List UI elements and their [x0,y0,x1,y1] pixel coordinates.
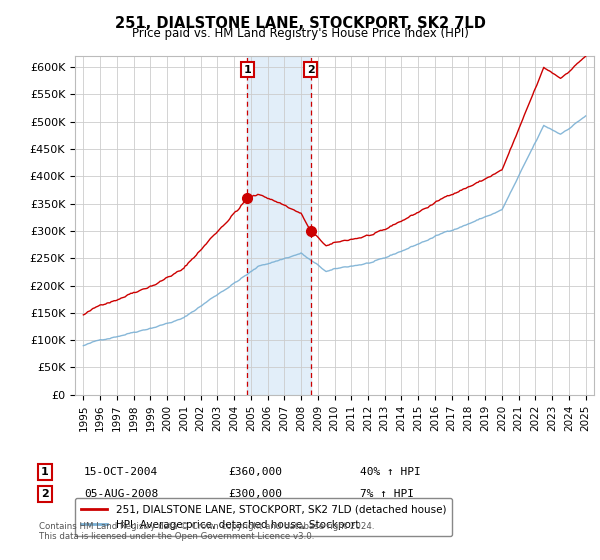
Bar [247,56,311,395]
Text: Price paid vs. HM Land Registry's House Price Index (HPI): Price paid vs. HM Land Registry's House … [131,27,469,40]
Text: 1: 1 [244,64,251,74]
Text: £300,000: £300,000 [228,489,282,499]
Text: Contains HM Land Registry data © Crown copyright and database right 2024.
This d: Contains HM Land Registry data © Crown c… [39,522,374,542]
Text: 1: 1 [41,467,49,477]
Text: 05-AUG-2008: 05-AUG-2008 [84,489,158,499]
Text: 2: 2 [307,64,314,74]
Text: £360,000: £360,000 [228,467,282,477]
Text: 7% ↑ HPI: 7% ↑ HPI [360,489,414,499]
Legend: 251, DIALSTONE LANE, STOCKPORT, SK2 7LD (detached house), HPI: Average price, de: 251, DIALSTONE LANE, STOCKPORT, SK2 7LD … [75,498,452,536]
Text: 15-OCT-2004: 15-OCT-2004 [84,467,158,477]
Text: 2: 2 [41,489,49,499]
Text: 251, DIALSTONE LANE, STOCKPORT, SK2 7LD: 251, DIALSTONE LANE, STOCKPORT, SK2 7LD [115,16,485,31]
Text: 40% ↑ HPI: 40% ↑ HPI [360,467,421,477]
